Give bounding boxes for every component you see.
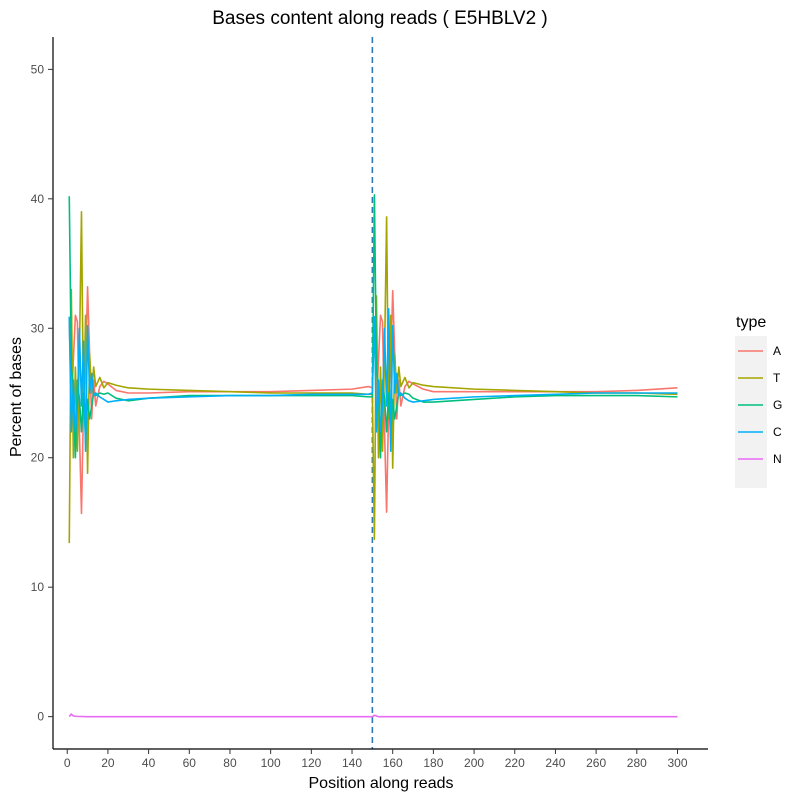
x-tick-label: 260 [586,756,606,770]
legend-label-C: C [773,425,782,439]
series-line-A [68,286,678,515]
legend-label-G: G [773,398,782,412]
y-tick-label: 20 [31,451,45,465]
legend-key-background [735,336,767,488]
x-tick-label: 160 [383,756,403,770]
legend-label-T: T [773,371,781,385]
x-tick-label: 0 [64,756,71,770]
x-tick-label: 240 [545,756,565,770]
plot-area [68,37,678,749]
x-tick-label: 20 [101,756,115,770]
series-line-C [68,308,678,453]
y-tick-label: 30 [31,321,45,335]
x-tick-label: 180 [423,756,443,770]
series-lines [68,194,678,718]
x-tick-label: 300 [667,756,687,770]
x-tick-label: 100 [261,756,281,770]
x-tick-label: 140 [342,756,362,770]
chart-title: Bases content along reads ( E5HBLV2 ) [212,8,548,29]
x-tick-label: 80 [223,756,237,770]
y-tick-label: 10 [31,580,45,594]
axes: 0 20 40 60 80 100 120 140 160 180 200 220 240 260 280 3… [31,37,708,770]
legend-title: type [736,314,766,331]
x-tick-label: 200 [464,756,484,770]
series-line-N [68,713,678,718]
x-tick-label: 120 [301,756,321,770]
legend-label-N: N [773,452,782,466]
y-axis-title: Percent of bases [8,337,25,457]
x-tick-label: 60 [183,756,197,770]
x-tick-label: 220 [505,756,525,770]
y-tick-label: 40 [31,192,45,206]
x-axis-title: Position along reads [309,775,454,792]
legend-label-A: A [773,344,781,358]
y-tick-label: 0 [37,710,44,724]
y-axis-ticks: 0 10 20 30 40 50 [31,62,53,724]
x-tick-label: 280 [627,756,647,770]
x-tick-label: 40 [142,756,156,770]
y-tick-label: 50 [31,62,45,76]
x-axis-ticks: 0 20 40 60 80 100 120 140 160 180 200 220 240 260 280 3… [64,749,688,770]
